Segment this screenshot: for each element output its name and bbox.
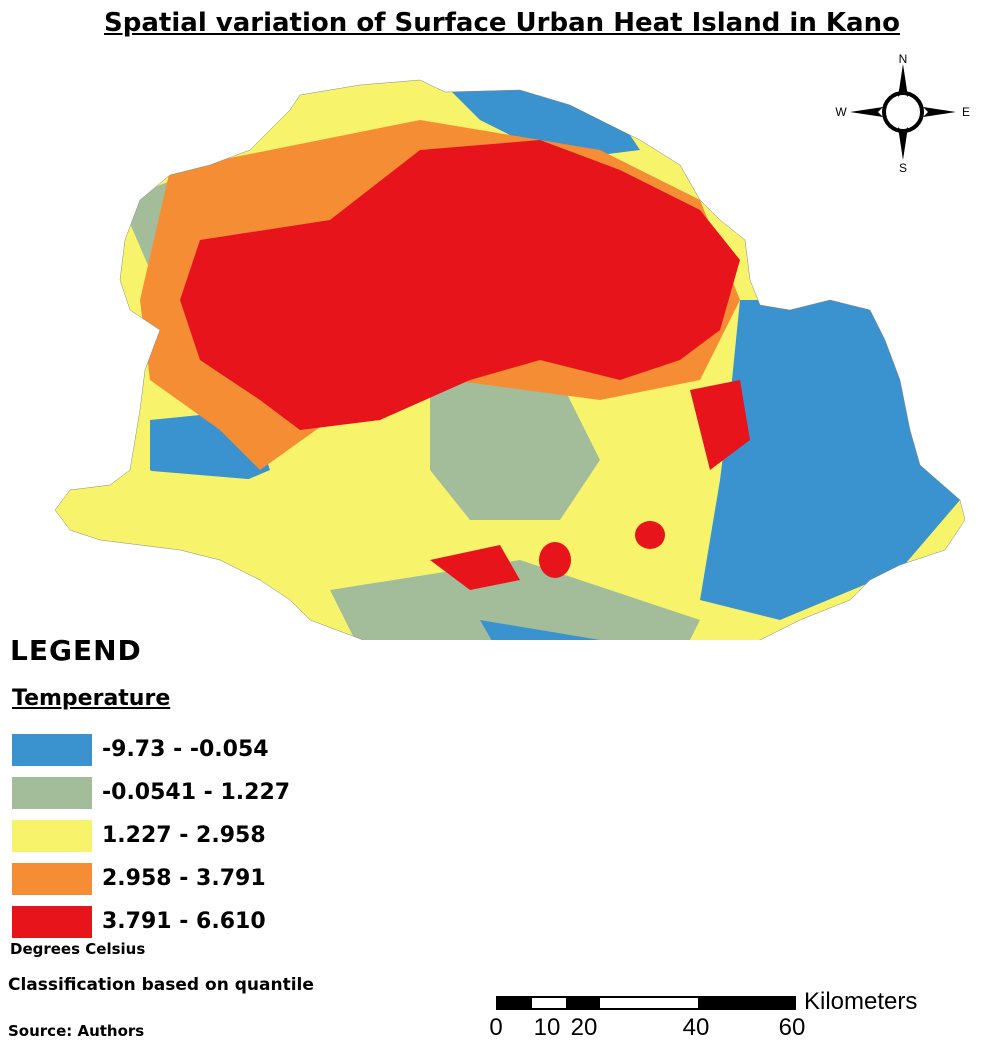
compass-n: N <box>899 52 908 66</box>
scale-unit: Kilometers <box>804 988 918 1015</box>
scale-tick: 0 <box>489 1014 503 1041</box>
scale-tick: 40 <box>682 1014 710 1041</box>
legend-swatch <box>12 905 92 938</box>
legend-swatch <box>12 862 92 895</box>
legend-label: 2.958 - 3.791 <box>102 866 266 891</box>
unit-note: Degrees Celsius <box>10 940 146 958</box>
cool-zone-center <box>430 380 600 520</box>
legend-item: 3.791 - 6.610 <box>12 900 290 943</box>
north-arrow-icon: N S E W <box>835 52 970 172</box>
hot-zone-core <box>180 140 740 430</box>
map-title: Spatial variation of Surface Urban Heat … <box>104 8 900 38</box>
legend-label: -9.73 - -0.054 <box>102 737 269 762</box>
legend-label: 3.791 - 6.610 <box>102 909 266 934</box>
scale-tick: 20 <box>570 1014 598 1041</box>
hot-spot-1 <box>430 545 520 590</box>
legend-list: -9.73 - -0.054 -0.0541 - 1.227 1.227 - 2… <box>12 728 290 943</box>
legend-label: -0.0541 - 1.227 <box>102 780 291 805</box>
compass-e: E <box>962 105 970 119</box>
classification-note: Classification based on quantile <box>8 975 314 995</box>
mild-zone-west <box>55 470 300 580</box>
legend-heading: LEGEND <box>10 634 142 667</box>
scale-tick: 10 <box>533 1014 561 1041</box>
legend-item: 2.958 - 3.791 <box>12 857 290 900</box>
scale-tick: 60 <box>778 1014 806 1041</box>
cool-zone-south <box>330 560 700 640</box>
hot-spot-3 <box>635 521 665 549</box>
scale-bar <box>496 996 796 1010</box>
surface-uhi-map <box>54 79 966 640</box>
legend-swatch <box>12 776 92 809</box>
compass-w: W <box>835 105 847 119</box>
legend-label: 1.227 - 2.958 <box>102 823 266 848</box>
region-outline <box>54 79 966 640</box>
legend-item: 1.227 - 2.958 <box>12 814 290 857</box>
legend-item: -9.73 - -0.054 <box>12 728 290 771</box>
legend-item: -0.0541 - 1.227 <box>12 771 290 814</box>
hot-spot-2 <box>539 542 571 578</box>
legend-subheading: Temperature <box>12 686 171 711</box>
source-note: Source: Authors <box>8 1022 145 1040</box>
legend-swatch <box>12 733 92 766</box>
legend-swatch <box>12 819 92 852</box>
compass-s: S <box>899 161 907 172</box>
cool-zone-east <box>700 300 960 620</box>
hot-zone-east <box>690 380 750 470</box>
